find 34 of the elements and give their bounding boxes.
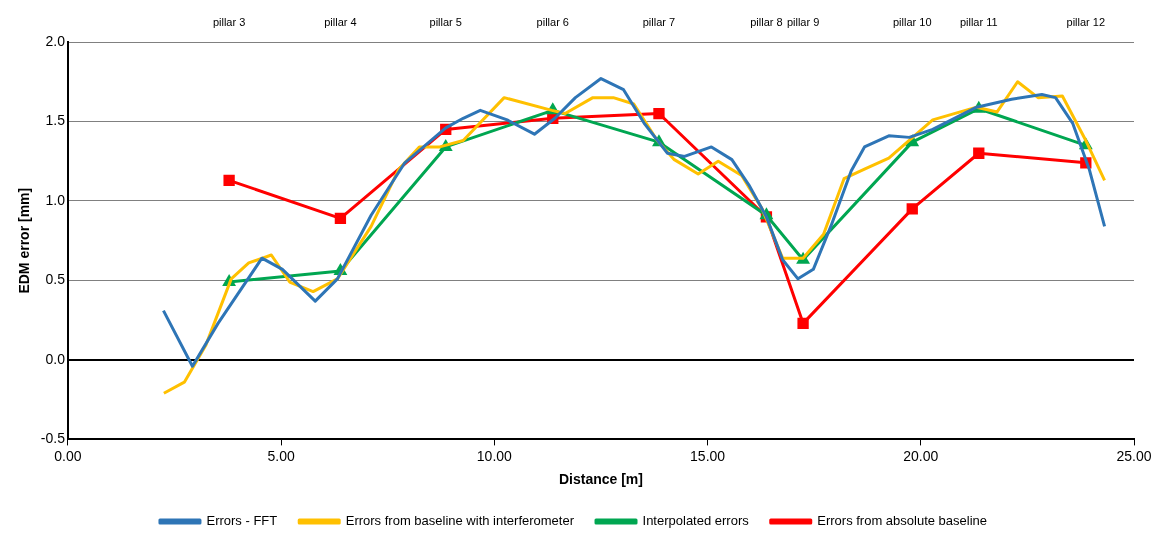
- text: pillar 3: [212, 15, 246, 28]
- point: [653, 107, 665, 120]
- point: [906, 203, 918, 215]
- text: pillar 5: [429, 15, 462, 28]
- y-tick-label: 1.5: [45, 112, 66, 129]
- x-tick-label: 0.00: [54, 447, 82, 464]
- x-tick-label: 25.00: [1116, 447, 1152, 464]
- y-tick-label: 0.0: [45, 350, 66, 367]
- x-axis-title: Distance [m]: [558, 471, 643, 488]
- x-tick-label: 5.00: [267, 447, 295, 464]
- point: [797, 317, 809, 330]
- text: pillar 6: [536, 15, 569, 28]
- text: pillar 4: [324, 15, 357, 28]
- point: [334, 212, 347, 225]
- y-tick-label: 2.0: [45, 32, 66, 49]
- point: [973, 147, 985, 159]
- y-tick-label: -0.5: [40, 430, 66, 447]
- y-tick-label: 1.0: [45, 191, 66, 208]
- text: pillar 10: [892, 15, 932, 28]
- text: pillar 8: [750, 15, 783, 28]
- x-tick-label: 10.00: [476, 447, 513, 464]
- text: pillar 11: [959, 15, 998, 28]
- legend-label: Errors - FFT: [206, 513, 278, 529]
- legend-label: Errors from baseline with interferometer: [345, 513, 575, 529]
- text: pillar 7: [642, 15, 676, 28]
- legend-label: Interpolated errors: [642, 513, 750, 529]
- x-tick-label: 20.00: [903, 447, 939, 464]
- y-axis-title: EDM error [mm]: [16, 187, 33, 294]
- legend-label: Errors from absolute baseline: [817, 513, 988, 529]
- point: [223, 174, 235, 186]
- y-tick-label: 0.5: [45, 271, 66, 288]
- text: pillar 12: [1066, 15, 1106, 28]
- text: pillar 9: [786, 15, 820, 28]
- x-tick-label: 15.00: [690, 447, 726, 464]
